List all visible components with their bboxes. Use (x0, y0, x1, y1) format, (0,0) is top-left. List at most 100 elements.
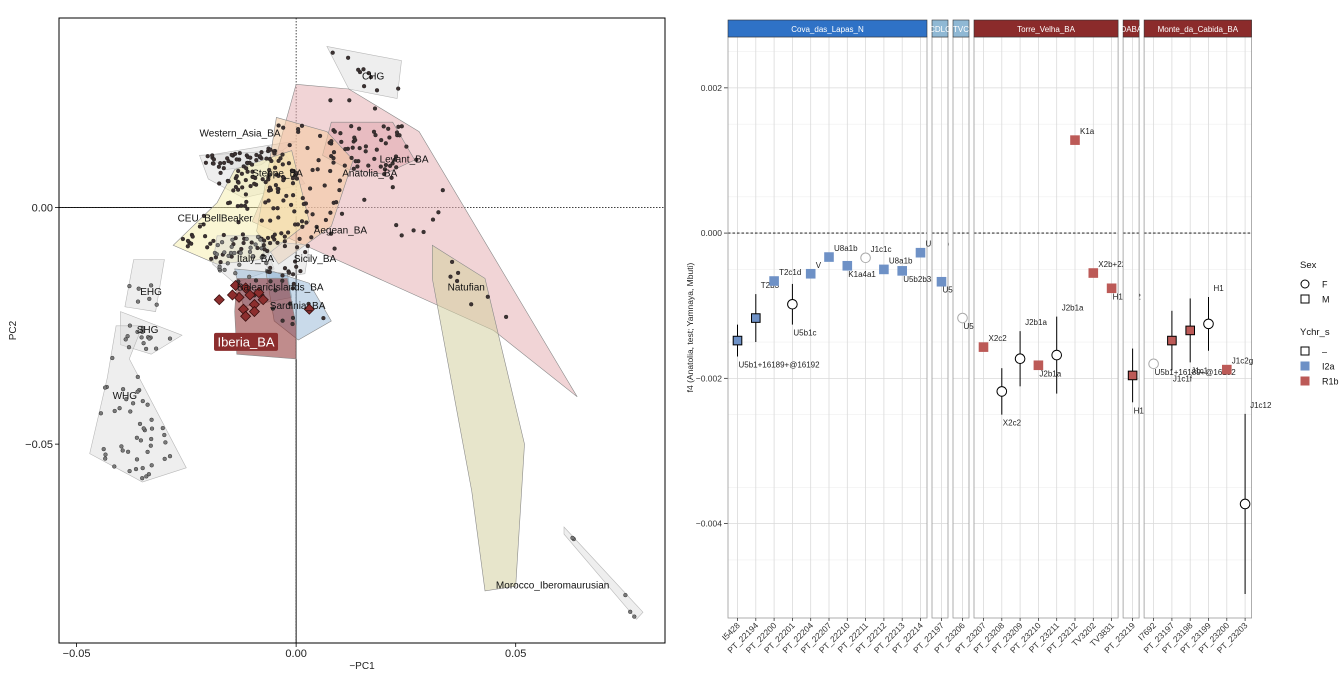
sample-point-Anatolia_BA (305, 145, 310, 151)
sample-point-CEU_BellBeaker (236, 168, 241, 174)
sample-point-WHG (135, 374, 140, 379)
sample-point-Steppe_BA (222, 160, 227, 165)
sample-point-CEU_BellBeaker (235, 204, 240, 209)
sample-point-Aegean_BA (281, 125, 286, 130)
sample-point-Aegean_BA (276, 123, 281, 128)
sample-point-WHG (134, 435, 139, 440)
legend-ychr-label: R1b (1322, 377, 1339, 387)
f4-point-male (1185, 325, 1196, 336)
sample-point-Italy_BA (244, 236, 249, 241)
sample-point-Western_Asia_BA (248, 155, 253, 160)
sample-point-CEU_BellBeaker (245, 206, 250, 211)
sample-point-CEU_BellBeaker (244, 199, 249, 204)
sample-point-Levant_BA (349, 124, 354, 129)
sample-point-Western_Asia_BA (211, 157, 216, 162)
sample-point-Aegean_BA (328, 210, 333, 215)
sample-point-CEU_BellBeaker (242, 203, 248, 208)
f4-haplogroup-label: J1c1f (1173, 374, 1193, 383)
f4-haplogroup-label: J2b1a (1062, 304, 1084, 313)
sample-point-Steppe_BA (240, 185, 245, 190)
sample-point-Aegean_BA (310, 212, 315, 217)
sample-point-Anatolia_BA (329, 231, 334, 236)
sample-point-Levant_BA (349, 155, 354, 160)
sample-point-Italy_BA (214, 252, 219, 257)
sample-point-SHG (141, 341, 146, 346)
sample-point-CEU_BellBeaker (203, 234, 208, 239)
f4-haplogroup-label: K1a4a1 (848, 270, 876, 279)
f4-haplogroup-label: U5b1c (793, 329, 816, 338)
sample-point-Levant_BA (350, 145, 355, 150)
iberia-ba-point (240, 282, 252, 294)
f4-point-female (996, 386, 1008, 397)
f4-haplogroup-label: J2b1a (1025, 318, 1047, 327)
sample-point-CEU_BellBeaker (236, 180, 241, 185)
f4-strip-label: Torre_Velha_BA (1017, 25, 1075, 34)
sample-point-EHG (136, 286, 141, 291)
sample-point-Italy_BA (229, 244, 234, 249)
sample-point-BalearicIslands_BA (280, 278, 285, 283)
sample-point-Sardinia_BA (321, 316, 326, 321)
sample-point-Aegean_BA (310, 167, 315, 173)
iberia-ba-point (303, 303, 315, 315)
sample-point-CEU_BellBeaker (300, 224, 305, 229)
sample-point-Western_Asia_BA (268, 147, 273, 152)
f4-point-male (1033, 360, 1044, 371)
hull-Natufian (431, 244, 525, 592)
sample-point-Aegean_BA (301, 201, 306, 207)
sample-point-Italy_BA (238, 250, 243, 255)
f4-point-male (732, 335, 743, 346)
sample-point-WHG (103, 456, 108, 461)
sample-point-Anatolia_BA (436, 210, 441, 215)
sample-point-CEU_BellBeaker (294, 176, 299, 181)
f4-strip-label: OABA (1120, 25, 1143, 34)
sample-point-Anatolia_BA (411, 228, 416, 233)
f4-point-female (957, 312, 968, 324)
f4-point-male (1127, 370, 1138, 381)
sample-point-CEU_BellBeaker (272, 237, 277, 242)
sample-point-Anatolia_BA (366, 163, 371, 168)
f4-haplogroup-label: K1a (1080, 127, 1095, 136)
sample-point-SHG (126, 345, 132, 350)
sample-point-Steppe_BA (237, 151, 242, 156)
sample-point-WHG (117, 406, 122, 411)
sample-point-Steppe_BA (273, 165, 278, 170)
y-tick-label: −0.05 (25, 439, 53, 451)
sample-point-CHG (362, 84, 367, 89)
sample-point-Aegean_BA (299, 219, 305, 224)
legend-ychr-label: – (1322, 347, 1327, 357)
sample-point-Sicily_BA (287, 270, 292, 275)
sample-point-WHG (126, 449, 131, 454)
f4-point-male (769, 276, 779, 286)
sample-point-CEU_BellBeaker (281, 178, 286, 183)
f4-strip-label: TVC (953, 25, 969, 34)
sample-point-Levant_BA (382, 167, 387, 172)
f4-strip-label: CDLC (929, 25, 951, 34)
sample-point-WHG (149, 417, 154, 422)
sample-point-CEU_BellBeaker (197, 224, 202, 229)
sample-point-Levant_BA (378, 164, 383, 169)
sample-point-Anatolia_BA (339, 211, 345, 216)
sample-point-WHG (112, 464, 117, 469)
hull-Sicily_BA (260, 240, 310, 279)
sample-point-WHG (160, 426, 165, 431)
sample-point-Sicily_BA (303, 250, 308, 255)
group-label-Natufian: Natufian (448, 282, 485, 293)
sample-point-Anatolia_BA (389, 175, 394, 180)
sample-point-CEU_BellBeaker (275, 206, 280, 211)
sample-point-Steppe_BA (221, 166, 226, 171)
sample-point-CHG (346, 55, 351, 60)
sample-point-CHG (330, 50, 335, 55)
sample-point-WHG (127, 469, 132, 474)
pca-frame (58, 17, 666, 644)
sample-point-EHG (149, 283, 154, 288)
sample-point-Italy_BA (233, 271, 238, 276)
sample-point-Anatolia_BA (399, 124, 404, 129)
sample-point-Italy_BA (247, 249, 253, 254)
sample-point-WHG (135, 389, 140, 394)
sample-point-Steppe_BA (254, 152, 259, 158)
sample-point-Levant_BA (397, 133, 402, 138)
sample-point-CEU_BellBeaker (244, 166, 249, 171)
f4-haplogroup-label: J1c12 (1250, 401, 1272, 410)
sample-point-Levant_BA (387, 135, 392, 140)
